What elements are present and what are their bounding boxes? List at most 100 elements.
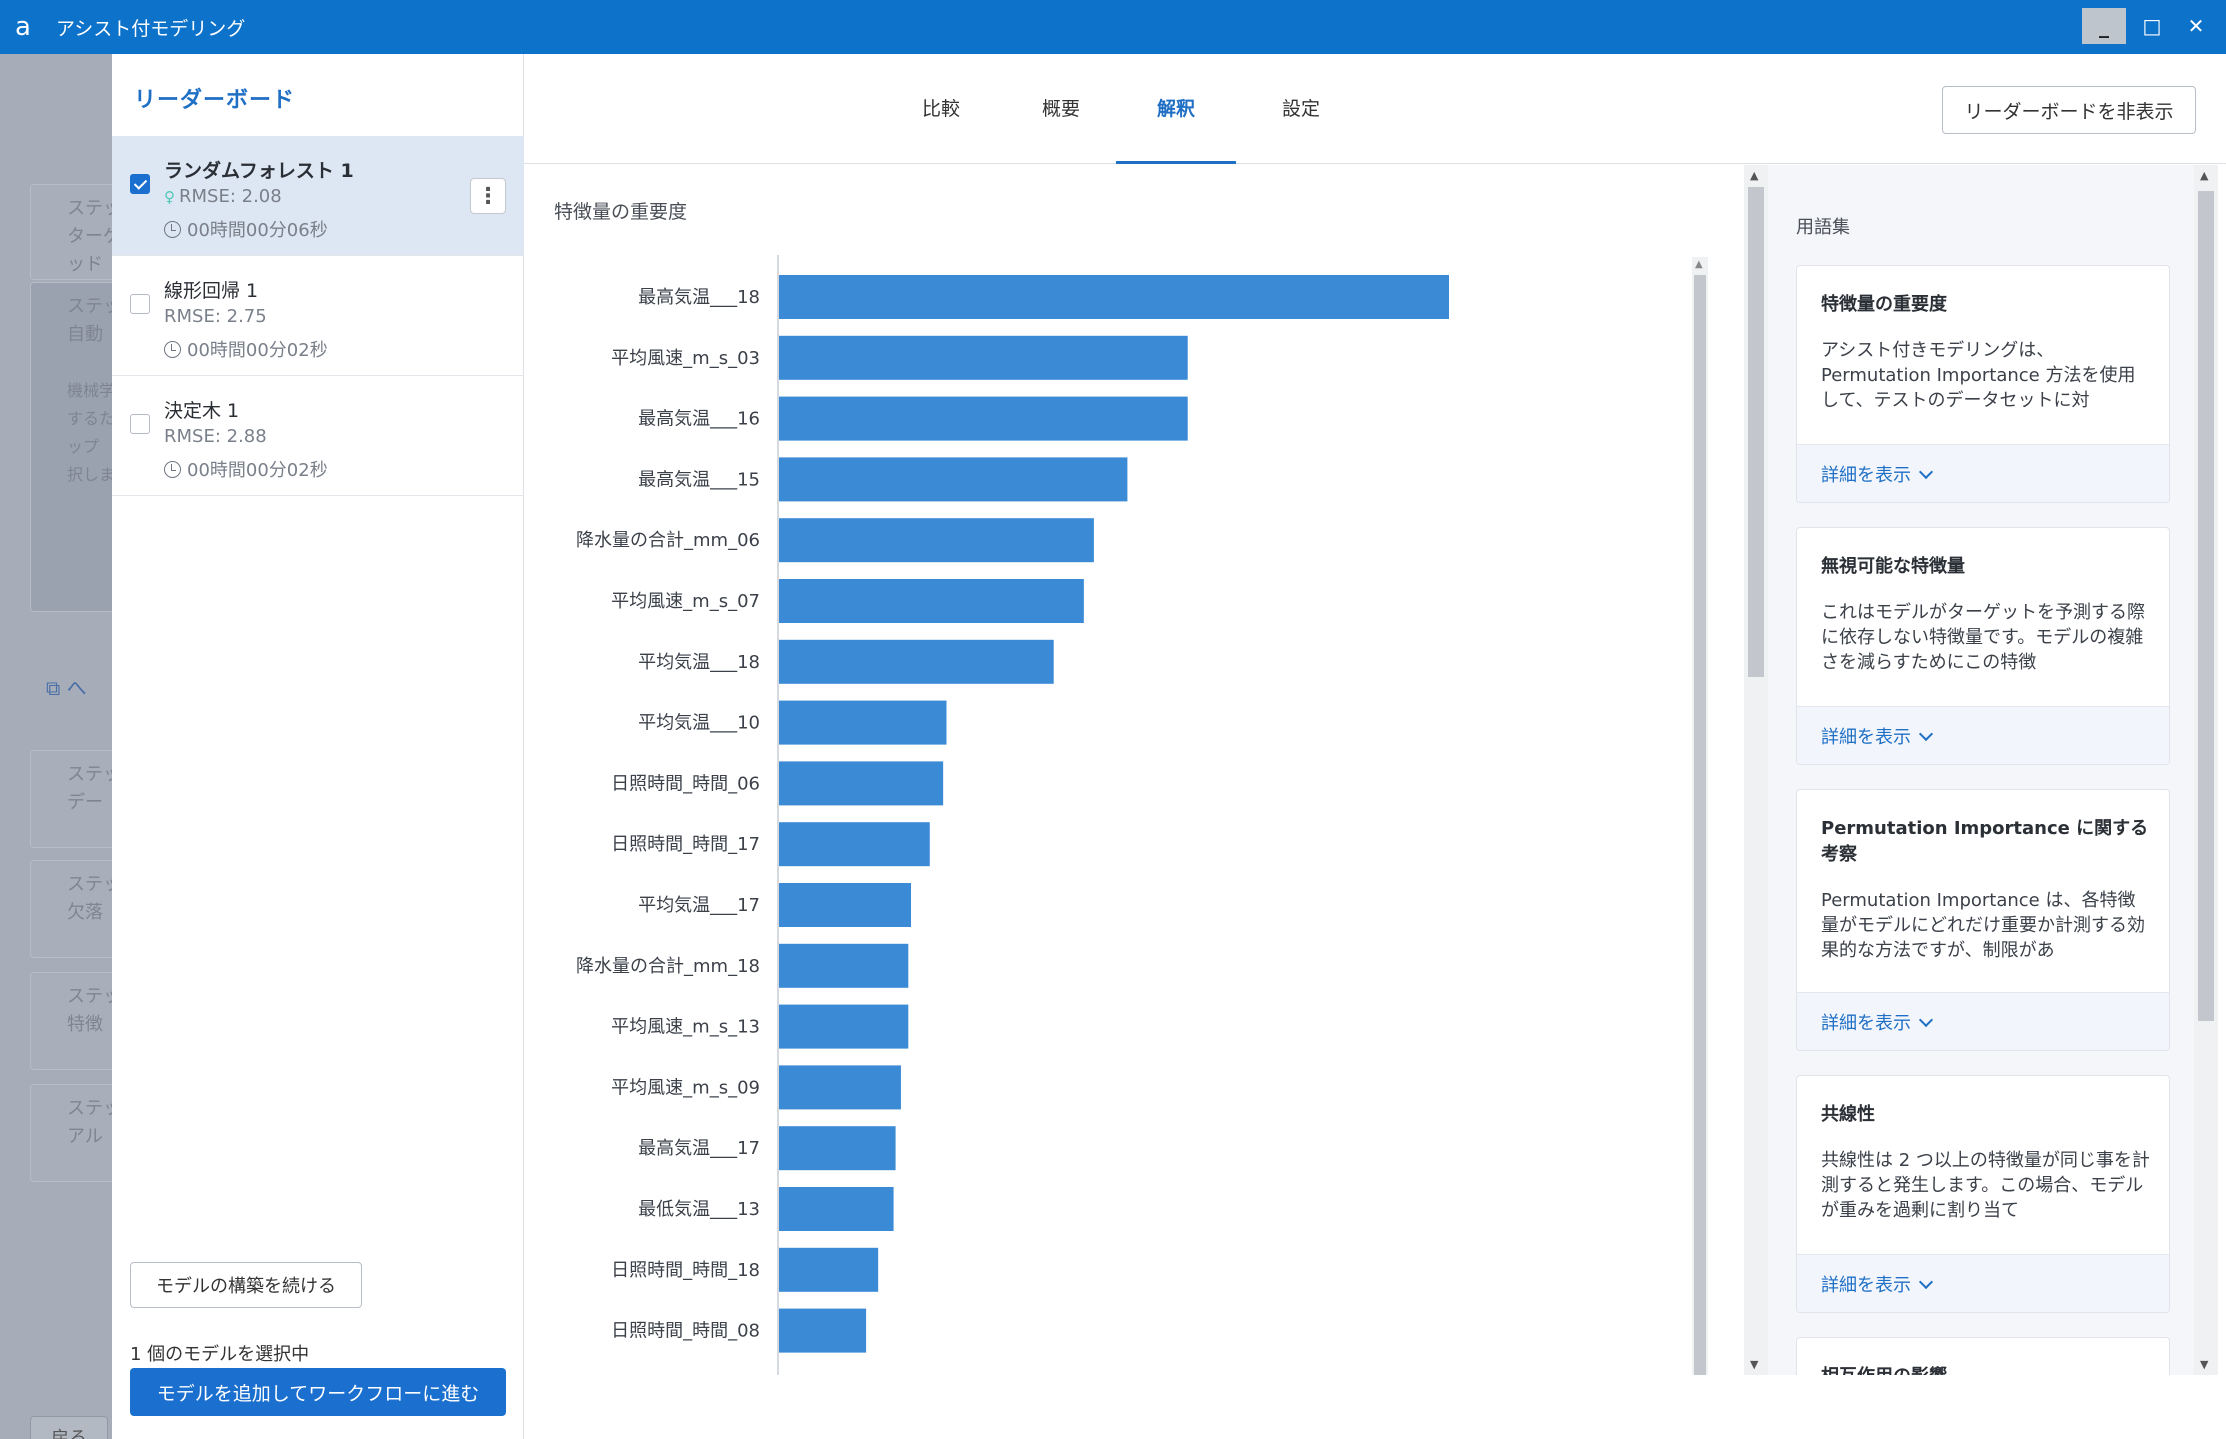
chevron-down-icon bbox=[1918, 464, 1934, 480]
bar[interactable] bbox=[779, 822, 930, 867]
continue-building-button[interactable]: モデルの構築を続ける bbox=[130, 1262, 362, 1308]
tab-overview[interactable]: 概要 bbox=[1041, 98, 1080, 120]
scroll-up-icon[interactable]: ▲ bbox=[1695, 259, 1703, 270]
bar-label: 日照時間_時間_08 bbox=[611, 1321, 760, 1342]
model-rmse: RMSE: 2.75 bbox=[164, 306, 267, 327]
tab-bar: 比較 概要 解釈 設定 リーダーボードを非表示 bbox=[524, 54, 2226, 164]
glossary-card: 相互作用の影響 bbox=[1796, 1337, 2170, 1375]
bar[interactable] bbox=[779, 761, 944, 806]
model-options-button[interactable]: ⋮ bbox=[470, 178, 506, 214]
tab-settings[interactable]: 設定 bbox=[1281, 98, 1320, 120]
bar-label: 平均風速_m_s_07 bbox=[611, 591, 760, 612]
selected-model-count: 1 個のモデルを選択中 bbox=[130, 1344, 310, 1365]
bar[interactable] bbox=[779, 275, 1449, 319]
bar-label: 最低気温___13 bbox=[638, 1199, 760, 1220]
bar[interactable] bbox=[779, 579, 1084, 623]
model-checkbox[interactable] bbox=[130, 294, 150, 314]
tab-compare[interactable]: 比較 bbox=[921, 98, 960, 120]
clock-icon bbox=[164, 341, 181, 358]
model-rmse: ♀ RMSE: 2.08 bbox=[164, 186, 282, 207]
scroll-up-icon[interactable]: ▲ bbox=[2200, 169, 2209, 182]
background-step-card: ステップ ターゲ ッド bbox=[30, 184, 120, 280]
glossary-show-more[interactable]: 詳細を表示 bbox=[1797, 1254, 2169, 1312]
glossary-title: 用語集 bbox=[1796, 217, 1850, 238]
tab-interpretation[interactable]: 解釈 bbox=[1116, 94, 1236, 164]
glossary-scrollbar-thumb[interactable] bbox=[2198, 191, 2214, 1021]
bar-label: 最高気温___16 bbox=[638, 409, 760, 430]
glossary-card-title: 無視可能な特徴量 bbox=[1821, 556, 1965, 577]
background-step-card: ステップ 欠落 bbox=[30, 860, 120, 958]
back-button: 戻る bbox=[30, 1416, 108, 1439]
bar[interactable] bbox=[779, 1004, 909, 1049]
leaderboard-title: リーダーボード bbox=[134, 88, 296, 113]
chart-scrollbar[interactable]: ▲ bbox=[1692, 257, 1708, 1377]
bar[interactable] bbox=[779, 1065, 901, 1110]
chevron-down-icon bbox=[1918, 1012, 1934, 1028]
background-help-link: ⧉ へ bbox=[46, 676, 87, 700]
add-model-proceed-button[interactable]: モデルを追加してワークフローに進む bbox=[130, 1368, 506, 1416]
bar-label: 平均気温___18 bbox=[638, 652, 760, 673]
bar-label: 日照時間_時間_18 bbox=[611, 1260, 760, 1281]
model-item-random-forest[interactable]: ランダムフォレスト 1 ♀ RMSE: 2.08 00時間00分06秒 ⋮ bbox=[112, 136, 524, 256]
glossary-show-more[interactable]: 詳細を表示 bbox=[1797, 706, 2169, 764]
model-item-decision-tree[interactable]: 決定木 1 RMSE: 2.88 00時間00分02秒 bbox=[112, 376, 524, 496]
glossary-show-more[interactable]: 詳細を表示 bbox=[1797, 444, 2169, 502]
bar-label: 平均風速_m_s_03 bbox=[611, 348, 760, 369]
bar[interactable] bbox=[779, 639, 1054, 684]
scroll-up-icon[interactable]: ▲ bbox=[1750, 169, 1759, 182]
glossary-card: 共線性 共線性は 2 つ以上の特徴量が同じ事を計測すると発生します。この場合、モ… bbox=[1796, 1075, 2170, 1313]
glossary-card-text: Permutation Importance は、各特徴量がモデルにどれだけ重要… bbox=[1821, 890, 2145, 961]
bar[interactable] bbox=[779, 1308, 867, 1353]
bar[interactable] bbox=[779, 700, 947, 745]
clock-icon bbox=[164, 221, 181, 238]
bar-label: 最高気温___17 bbox=[638, 1138, 760, 1159]
bar[interactable] bbox=[779, 943, 909, 988]
bar[interactable] bbox=[779, 883, 911, 927]
bar-label: 平均風速_m_s_13 bbox=[611, 1017, 760, 1038]
bar-label: 日照時間_時間_06 bbox=[611, 773, 760, 794]
bar[interactable] bbox=[779, 457, 1128, 502]
background-step-card: ステップ 特徴 bbox=[30, 972, 120, 1070]
bar[interactable] bbox=[779, 518, 1094, 563]
model-item-linear-regression[interactable]: 線形回帰 1 RMSE: 2.75 00時間00分02秒 bbox=[112, 256, 524, 376]
chevron-down-icon bbox=[1918, 1274, 1934, 1290]
close-button[interactable]: ✕ bbox=[2187, 14, 2205, 38]
clock-icon bbox=[164, 461, 181, 478]
model-rmse: RMSE: 2.88 bbox=[164, 426, 267, 447]
glossary-card: 無視可能な特徴量 これはモデルがターゲットを予測する際に依存しない特徴量です。モ… bbox=[1796, 527, 2170, 765]
bar[interactable] bbox=[779, 1126, 896, 1171]
bar[interactable] bbox=[779, 1247, 879, 1292]
bar[interactable] bbox=[779, 396, 1188, 441]
model-training-time: 00時間00分02秒 bbox=[164, 456, 328, 482]
maximize-button[interactable]: □ bbox=[2142, 14, 2162, 38]
bar-label: 日照時間_時間_17 bbox=[611, 834, 760, 855]
bar[interactable] bbox=[779, 335, 1188, 380]
title-bar: a アシスト付モデリング _ □ ✕ bbox=[0, 0, 2226, 54]
scroll-down-icon[interactable]: ▼ bbox=[2200, 1358, 2209, 1371]
main-scrollbar-thumb[interactable] bbox=[1748, 187, 1764, 677]
external-link-icon: ⧉ bbox=[46, 676, 61, 700]
model-training-time: 00時間00分06秒 bbox=[164, 216, 328, 242]
model-checkbox[interactable] bbox=[130, 174, 150, 194]
model-checkbox[interactable] bbox=[130, 414, 150, 434]
glossary-card-text: 共線性は 2 つ以上の特徴量が同じ事を計測すると発生します。この場合、モデルが重… bbox=[1821, 1150, 2150, 1221]
glossary-scrollbar[interactable]: ▲ ▼ bbox=[2194, 165, 2218, 1375]
main-scrollbar[interactable]: ▲ ▼ bbox=[1744, 165, 1768, 1375]
glossary-card-title: 特徴量の重要度 bbox=[1821, 294, 1947, 315]
glossary-card: 特徴量の重要度 アシスト付きモデリングは、Permutation Importa… bbox=[1796, 265, 2170, 503]
glossary-card-title: 相互作用の影響 bbox=[1821, 1364, 2151, 1375]
feature-importance-panel: 特徴量の重要度 最高気温___18 平均風速_m_s_03 最高気温___16 最高気… bbox=[524, 165, 1746, 1439]
trophy-icon: ♀ bbox=[164, 188, 175, 206]
minimize-button[interactable]: _ bbox=[2082, 8, 2126, 44]
bar[interactable] bbox=[779, 1187, 894, 1231]
glossary-show-more[interactable]: 詳細を表示 bbox=[1797, 992, 2169, 1050]
scroll-down-icon[interactable]: ▼ bbox=[1750, 1358, 1759, 1371]
hide-leaderboard-button[interactable]: リーダーボードを非表示 bbox=[1942, 86, 2196, 134]
bar-label: 最高気温___18 bbox=[638, 287, 760, 308]
glossary-card: Permutation Importance に関する考察 Permutatio… bbox=[1796, 789, 2170, 1051]
chart-scrollbar-thumb[interactable] bbox=[1694, 275, 1706, 1375]
bar-label: 降水量の合計_mm_18 bbox=[576, 956, 760, 977]
bar-label: 平均風速_m_s_09 bbox=[611, 1077, 760, 1098]
